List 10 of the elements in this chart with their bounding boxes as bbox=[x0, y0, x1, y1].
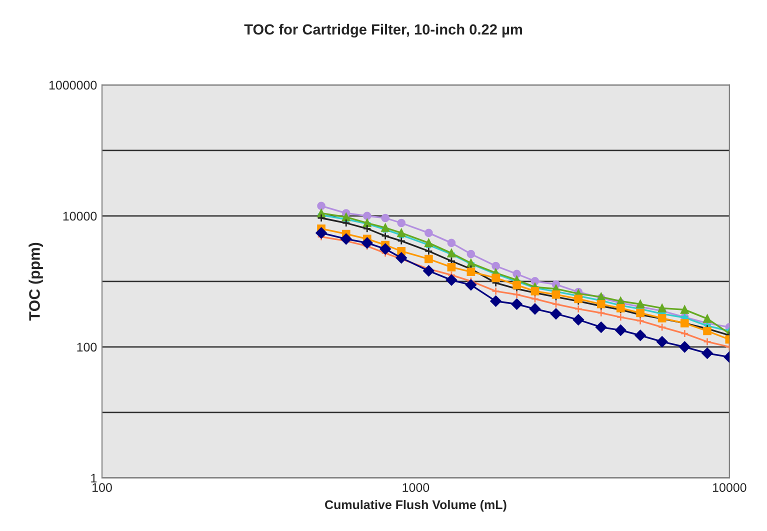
chart-title: TOC for Cartridge Filter, 10-inch 0.22 µm bbox=[244, 24, 522, 38]
x-tick-label: 100 bbox=[92, 483, 112, 492]
x-axis-title: Cumulative Flush Volume (mL) bbox=[325, 500, 506, 512]
y-tick-label: 100 bbox=[77, 342, 97, 352]
y-tick-label: 1000000 bbox=[49, 80, 97, 90]
x-tick-label: 10000 bbox=[712, 483, 746, 492]
y-tick-label: 10000 bbox=[63, 212, 97, 221]
y-axis-title: TOC (ppm) bbox=[28, 242, 43, 321]
y-tick-label: 1 bbox=[91, 474, 97, 482]
x-tick-label: 1000 bbox=[402, 483, 430, 492]
